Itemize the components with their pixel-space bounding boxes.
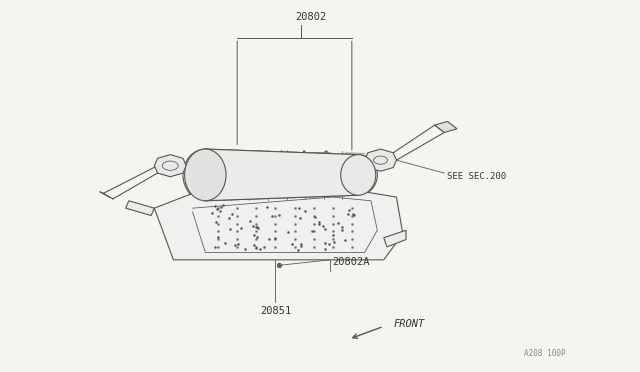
Polygon shape [125, 201, 154, 215]
Polygon shape [154, 155, 186, 177]
Polygon shape [154, 190, 403, 260]
Text: 20851: 20851 [260, 306, 291, 316]
Ellipse shape [184, 149, 226, 201]
Text: FRONT: FRONT [394, 320, 424, 330]
Text: A208 100P: A208 100P [524, 349, 565, 358]
Polygon shape [365, 149, 396, 171]
Polygon shape [205, 149, 358, 201]
Ellipse shape [340, 155, 376, 195]
Polygon shape [384, 230, 406, 247]
Text: 20802A: 20802A [333, 257, 371, 267]
Text: SEE SEC.200: SEE SEC.200 [447, 172, 507, 181]
Text: 20802: 20802 [295, 12, 326, 22]
Polygon shape [435, 121, 457, 132]
